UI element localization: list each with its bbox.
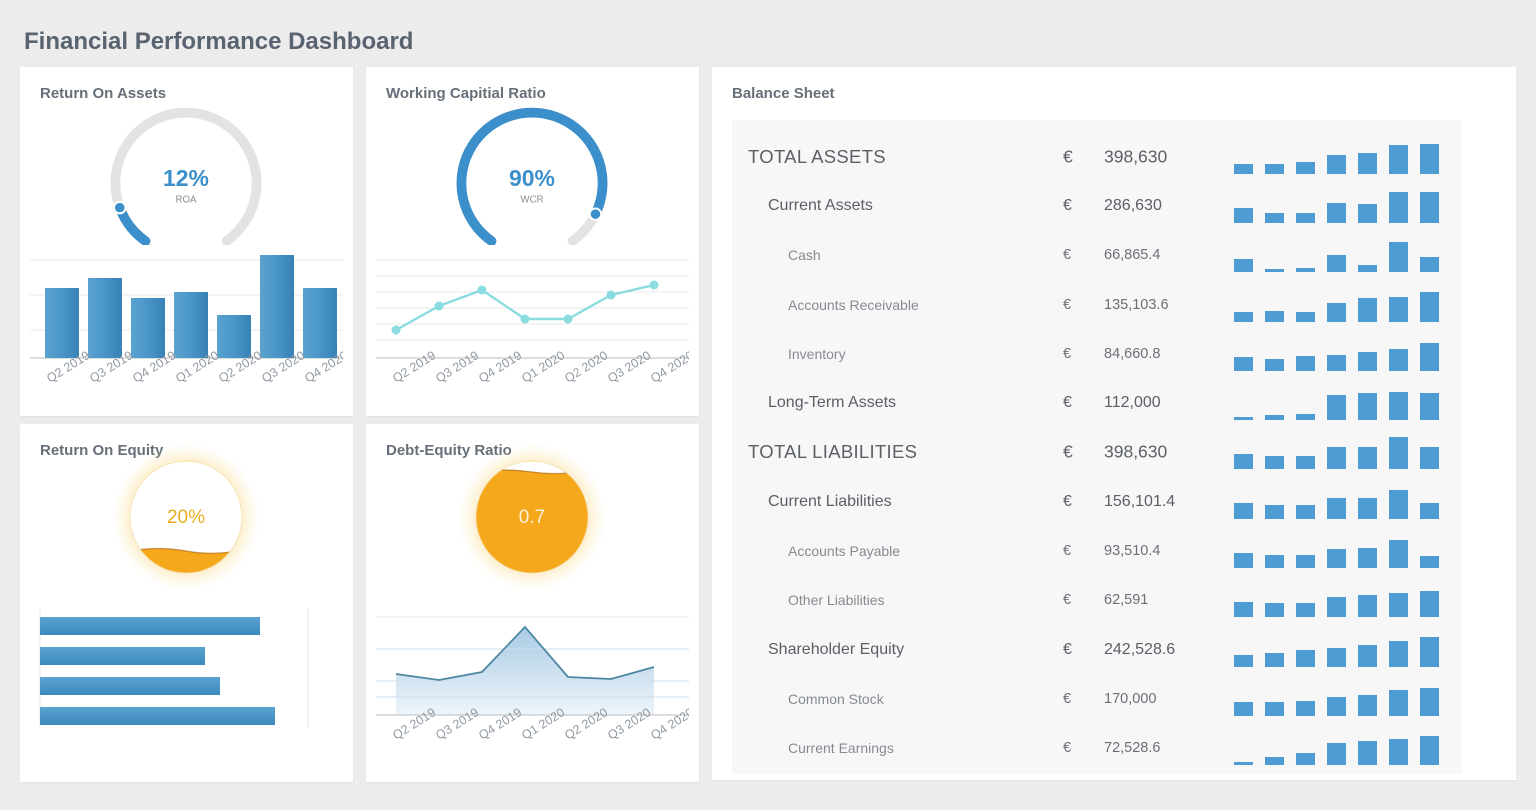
svg-text:Q3 2020: Q3 2020 — [605, 348, 653, 385]
svg-text:90%: 90% — [509, 165, 555, 191]
svg-text:ROA: ROA — [176, 195, 198, 206]
svg-text:Q4 2020: Q4 2020 — [648, 348, 689, 385]
svg-text:12%: 12% — [163, 165, 209, 191]
svg-text:Q3 2019: Q3 2019 — [433, 348, 481, 385]
svg-text:Q4 2020: Q4 2020 — [648, 705, 689, 742]
svg-text:Q1 2020: Q1 2020 — [519, 348, 567, 385]
svg-text:20%: 20% — [167, 507, 205, 528]
svg-text:Q2 2019: Q2 2019 — [390, 348, 438, 385]
svg-text:WCR: WCR — [520, 195, 543, 206]
svg-text:Q4 2019: Q4 2019 — [476, 348, 524, 385]
svg-text:0.7: 0.7 — [519, 507, 545, 528]
svg-text:Q2 2020: Q2 2020 — [562, 348, 610, 385]
